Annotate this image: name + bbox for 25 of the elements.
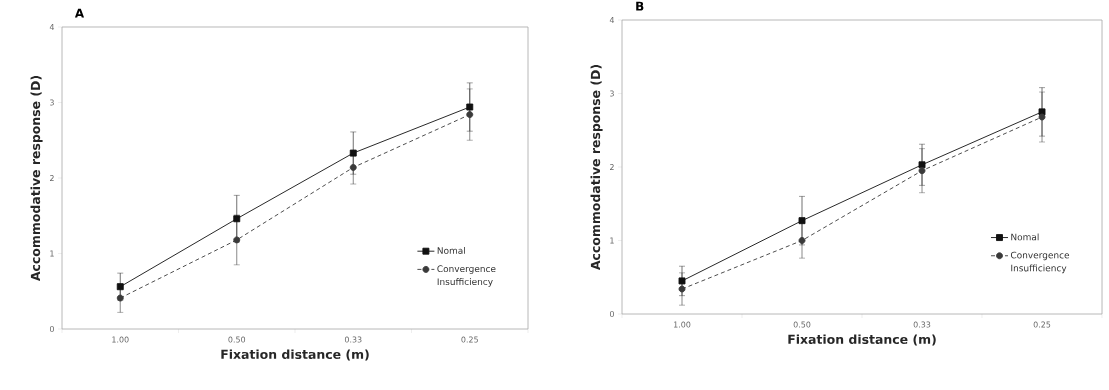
point xyxy=(678,277,686,285)
point xyxy=(798,217,806,225)
point xyxy=(116,294,124,302)
y-axis-title: Accommodative response (D) xyxy=(590,64,603,271)
point xyxy=(466,103,474,111)
legend-label: Nomal xyxy=(1011,233,1039,241)
point xyxy=(678,285,686,293)
x-axis-title: Fixation distance (m) xyxy=(221,349,369,361)
point xyxy=(233,236,241,244)
y-axis-title: Accommodative response (D) xyxy=(30,75,43,282)
point xyxy=(466,111,474,119)
point xyxy=(349,163,357,171)
point xyxy=(918,167,926,175)
point xyxy=(349,149,357,157)
point xyxy=(918,161,926,169)
point xyxy=(798,237,806,244)
point xyxy=(233,215,241,223)
x-axis-title: Fixation distance (m) xyxy=(788,334,936,346)
legend-label: Nomal xyxy=(437,247,465,254)
legend-label: Convergence Insufficiency xyxy=(1010,251,1070,274)
chart-title: B xyxy=(636,1,644,11)
legend-label: Convergence Insufficiency xyxy=(437,265,496,287)
chart-title: A xyxy=(74,8,85,18)
point xyxy=(1038,113,1046,121)
point xyxy=(116,283,124,291)
